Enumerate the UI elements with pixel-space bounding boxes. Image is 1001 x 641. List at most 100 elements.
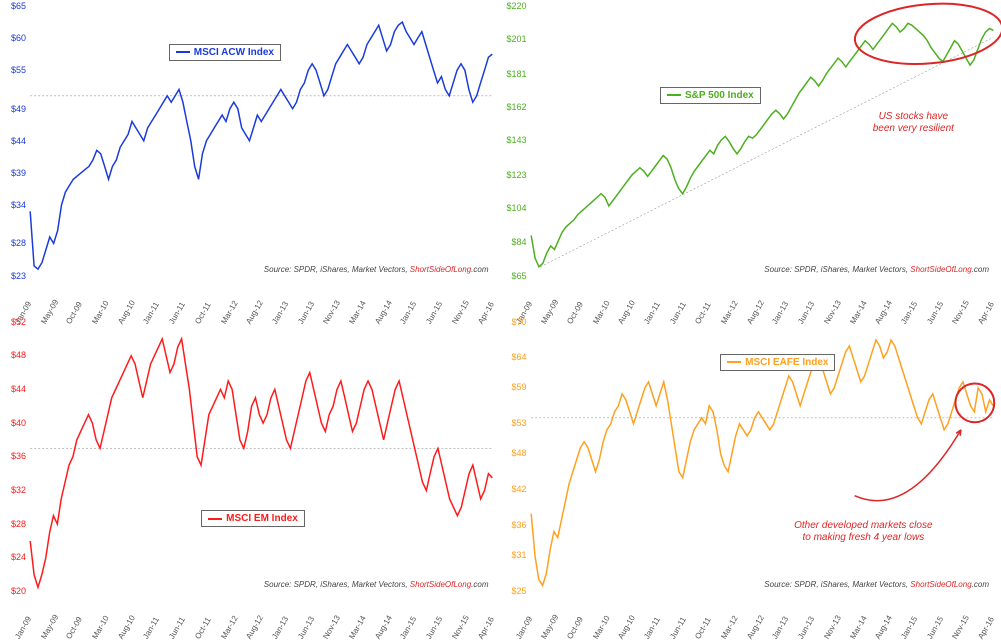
x-tick-label: Jan-15 (399, 615, 419, 641)
x-axis: Jan-09May-09Oct-09Mar-10Aug-10Jan-11Jun-… (30, 593, 493, 631)
x-tick-label: Jan-15 (899, 615, 919, 641)
x-tick-label: Mar-10 (591, 614, 611, 640)
y-tick-label: $70 (511, 317, 526, 327)
plot-area: MSCI EM Index Source: SPDR, iShares, Mark… (30, 322, 493, 592)
x-tick-label: Jan-09 (13, 615, 33, 641)
legend-swatch (208, 518, 222, 520)
x-tick-label: Aug-12 (244, 614, 265, 641)
x-tick-label: Oct-11 (694, 616, 714, 641)
series-line (30, 338, 492, 586)
legend-swatch (727, 361, 741, 363)
y-tick-label: $40 (11, 418, 26, 428)
x-tick-label: Mar-14 (347, 614, 367, 640)
y-tick-label: $123 (506, 170, 526, 180)
y-tick-label: $201 (506, 34, 526, 44)
y-tick-label: $64 (511, 352, 526, 362)
plot-area: S&P 500 Index US stocks havebeen very res… (531, 6, 994, 276)
y-tick-label: $28 (11, 238, 26, 248)
x-tick-label: Aug-14 (373, 614, 394, 641)
source-attribution: Source: SPDR, iShares, Market Vectors, S… (264, 580, 489, 589)
x-tick-label: Jan-11 (642, 615, 662, 640)
y-tick-label: $44 (11, 136, 26, 146)
chart-svg (531, 6, 994, 276)
y-tick-label: $55 (11, 65, 26, 75)
x-tick-label: Jun-13 (296, 615, 316, 641)
y-axis: $20$24$28$32$36$40$44$48$52 (0, 322, 28, 592)
x-tick-label: Nov-13 (322, 614, 343, 641)
x-tick-label: Apr-16 (976, 615, 996, 640)
x-tick-label: Jan-09 (514, 615, 534, 641)
legend: MSCI EM Index (201, 510, 305, 527)
x-tick-label: Oct-09 (65, 615, 85, 640)
y-tick-label: $84 (511, 237, 526, 247)
chart-panel-em: $20$24$28$32$36$40$44$48$52MSCI EM Index… (0, 316, 501, 632)
y-tick-label: $23 (11, 271, 26, 281)
x-tick-label: Mar-12 (219, 614, 239, 640)
y-tick-label: $60 (11, 33, 26, 43)
x-tick-label: Mar-14 (848, 614, 868, 640)
y-tick-label: $220 (506, 1, 526, 11)
legend: MSCI EAFE Index (720, 354, 835, 371)
y-tick-label: $24 (11, 552, 26, 562)
source-attribution: Source: SPDR, iShares, Market Vectors, S… (264, 265, 489, 274)
x-tick-label: Oct-11 (193, 616, 213, 641)
x-tick-label: May-09 (539, 613, 560, 641)
chart-panel-acw: $23 $28 $34 $39 $44 $49 $55 $60 $65 MSCI ACW Inde… (0, 0, 501, 316)
y-tick-label: $104 (506, 203, 526, 213)
x-tick-label: Nov-15 (450, 614, 471, 641)
x-tick-label: Jan-13 (270, 615, 290, 641)
y-tick-label: $49 (11, 104, 26, 114)
y-tick-label: $59 (511, 382, 526, 392)
y-tick-label: $162 (506, 102, 526, 112)
chart-panel-eafe: $25$31$36$42$48$53$59$64$70MSCI EAFE Ind… (501, 316, 1001, 632)
y-tick-label: $32 (11, 485, 26, 495)
legend-label: MSCI ACW Index (194, 47, 274, 58)
plot-area: MSCI EAFE Index Other developed markets c… (531, 322, 994, 592)
legend-label: S&P 500 Index (685, 90, 754, 101)
source-attribution: Source: SPDR, iShares, Market Vectors, S… (764, 580, 989, 589)
x-tick-label: Jan-11 (142, 615, 162, 640)
y-tick-label: $52 (11, 317, 26, 327)
y-tick-label: $143 (506, 135, 526, 145)
y-tick-label: $25 (511, 586, 526, 596)
y-axis: $25$31$36$42$48$53$59$64$70 (501, 322, 529, 592)
x-tick-label: Aug-10 (116, 614, 137, 641)
plot-area: MSCI ACW Index Source: SPDR, iShares, Mar… (30, 6, 493, 276)
y-tick-label: $65 (511, 271, 526, 281)
y-tick-label: $48 (11, 350, 26, 360)
legend-label: MSCI EAFE Index (745, 357, 828, 368)
y-tick-label: $39 (11, 168, 26, 178)
annotation-text: Other developed markets closeto making f… (794, 520, 932, 544)
y-tick-label: $28 (11, 519, 26, 529)
annotation-arrow (854, 429, 960, 500)
x-tick-label: Jun-11 (167, 615, 187, 640)
y-tick-label: $20 (11, 586, 26, 596)
legend-label: MSCI EM Index (226, 513, 298, 524)
x-tick-label: Mar-12 (719, 614, 739, 640)
x-tick-label: Aug-12 (745, 614, 766, 641)
x-tick-label: Jun-15 (424, 615, 444, 641)
y-tick-label: $44 (11, 384, 26, 394)
y-axis: $23$28$34$39$44$49$55$60$65 (0, 6, 28, 276)
series-line (531, 339, 993, 585)
chart-panel-sp500: $65 $84 $104 $123 $143 $162 $181 $201 $220 S&P 50… (501, 0, 1001, 316)
source-attribution: Source: SPDR, iShares, Market Vectors, S… (764, 265, 989, 274)
x-tick-label: May-09 (39, 613, 60, 641)
x-axis: Jan-09May-09Oct-09Mar-10Aug-10Jan-11Jun-… (531, 593, 994, 631)
y-tick-label: $65 (11, 1, 26, 11)
y-tick-label: $181 (506, 69, 526, 79)
x-tick-label: Aug-14 (873, 614, 894, 641)
x-tick-label: Jan-13 (771, 615, 791, 641)
y-tick-label: $42 (511, 484, 526, 494)
annotation-text: US stocks havebeen very resilient (873, 111, 954, 135)
x-axis: Jan-09May-09Oct-09Mar-10Aug-10Jan-11Jun-… (30, 278, 493, 316)
y-tick-label: $31 (511, 550, 526, 560)
legend: S&P 500 Index (660, 87, 761, 104)
y-tick-label: $34 (11, 200, 26, 210)
y-tick-label: $48 (511, 448, 526, 458)
y-tick-label: $53 (511, 418, 526, 428)
x-tick-label: Jun-11 (668, 615, 688, 640)
x-tick-label: Nov-13 (822, 614, 843, 641)
x-tick-label: Apr-16 (476, 615, 496, 640)
series-line (531, 23, 993, 266)
